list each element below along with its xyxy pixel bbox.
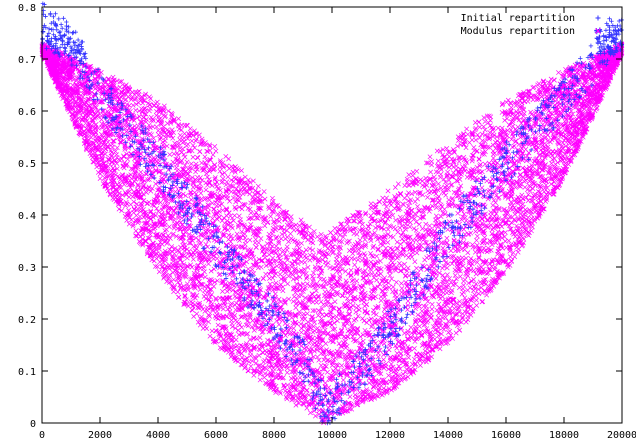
x-tick-label: 0 xyxy=(39,430,45,441)
legend-marker-initial xyxy=(595,15,601,21)
legend-plus-marker xyxy=(595,15,601,21)
y-tick-label: 0.7 xyxy=(18,55,36,66)
x-tick-label: 10000 xyxy=(317,430,347,441)
x-tick-label: 20000 xyxy=(607,430,636,441)
x-tick-label: 8000 xyxy=(262,430,286,441)
y-tick-label: 0.6 xyxy=(18,107,36,118)
x-tick-label: 4000 xyxy=(146,430,170,441)
y-tick-label: 0.2 xyxy=(18,315,36,326)
x-tick-label: 18000 xyxy=(549,430,579,441)
y-tick-label: 0.3 xyxy=(18,263,36,274)
legend-label-initial: Initial repartition xyxy=(461,13,575,24)
x-axis: 0 2000 4000 6000 8000 10000 12000 14000 16000 180… xyxy=(39,7,636,441)
x-tick-label: 12000 xyxy=(375,430,405,441)
y-tick-label: 0.8 xyxy=(18,3,36,14)
modulus-point-markers xyxy=(39,41,625,426)
y-axis: 0 0.1 0.2 0.3 0.4 0.5 0.6 0.7 0.8 xyxy=(18,3,622,430)
legend: Initial repartition Modulus repartition xyxy=(461,13,601,37)
initial-point-markers xyxy=(40,1,625,426)
y-tick-label: 0.1 xyxy=(18,367,36,378)
legend-label-modulus: Modulus repartition xyxy=(461,26,575,37)
series-initial-points xyxy=(40,1,625,426)
series-modulus-points xyxy=(39,41,625,426)
x-tick-label: 6000 xyxy=(204,430,228,441)
x-tick-label: 14000 xyxy=(433,430,463,441)
x-tick-label: 16000 xyxy=(491,430,521,441)
y-tick-label: 0.4 xyxy=(18,211,36,222)
legend-marker-modulus xyxy=(595,28,601,34)
x-tick-label: 2000 xyxy=(88,430,112,441)
y-tick-label: 0 xyxy=(30,419,36,430)
y-tick-label: 0.5 xyxy=(18,159,36,170)
legend-cross-marker xyxy=(595,28,601,34)
